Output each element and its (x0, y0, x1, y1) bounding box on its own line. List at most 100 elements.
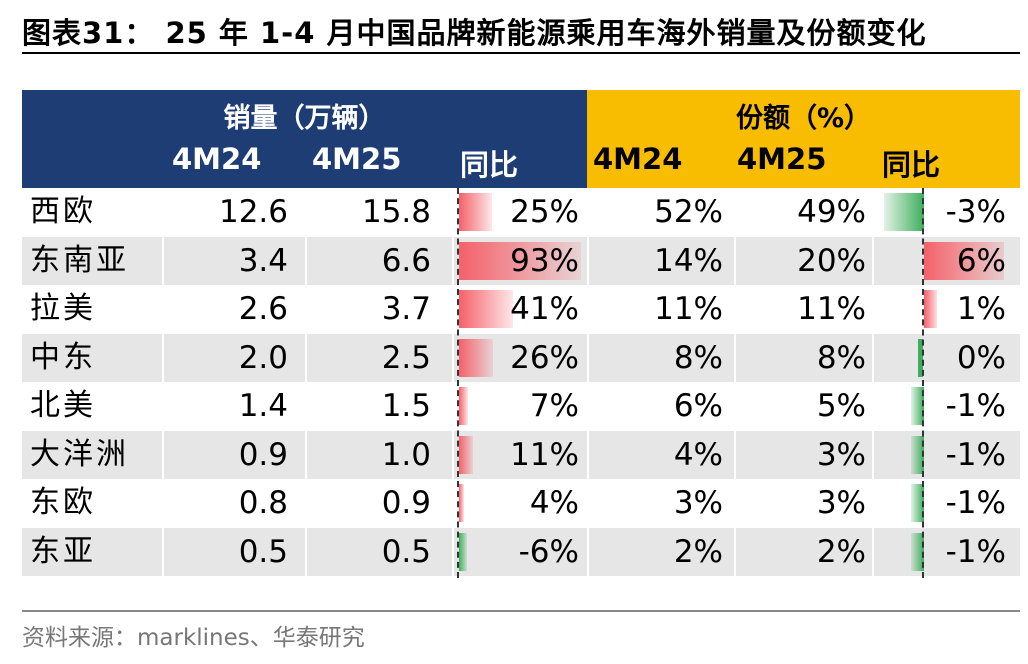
column-divider (162, 527, 164, 576)
table-row: 大洋洲 0.9 1.0 11% 4% 3% -1% (22, 430, 1020, 479)
sales-4m25-cell: 1.5 (381, 388, 431, 424)
column-divider (587, 382, 589, 431)
sales-header: 销量（万辆） 4M24 4M25 同比 (22, 90, 587, 188)
sales-4m25-cell: 2.5 (381, 339, 431, 376)
sales-yoy-cell: 25% (510, 194, 579, 230)
region-cell: 西欧 (30, 194, 96, 229)
column-divider (305, 430, 307, 479)
sales-yoy-bar (459, 532, 467, 571)
column-divider (734, 285, 736, 334)
share-4m25-cell: 2% (816, 533, 866, 570)
column-divider (872, 236, 874, 285)
column-divider (452, 285, 454, 334)
share-yoy-cell: 6% (956, 242, 1006, 279)
region-cell: 中东 (30, 339, 96, 375)
column-divider (872, 333, 874, 382)
sales-yoy-cell: 41% (510, 291, 579, 327)
sales-yoy-bar (459, 241, 581, 280)
column-divider (162, 430, 164, 479)
column-divider (305, 382, 307, 431)
column-divider (305, 285, 307, 334)
column-divider (872, 285, 874, 334)
share-yoy-bar (924, 241, 1004, 280)
share-yoy-cell: -1% (945, 533, 1006, 570)
sales-4m24-cell: 12.6 (218, 194, 288, 230)
column-divider (305, 479, 307, 528)
share-yoy-bar (924, 290, 938, 328)
share-yoy-cell: -1% (945, 388, 1006, 424)
share-4m25-cell: 8% (816, 339, 866, 376)
column-divider (587, 527, 589, 576)
share-4m25-cell: 3% (816, 436, 866, 473)
column-divider (162, 479, 164, 528)
sales-yoy-bar (459, 435, 474, 474)
sales-4m25-cell: 0.9 (381, 485, 431, 521)
column-divider (162, 188, 164, 237)
share-4m24-cell: 3% (673, 485, 723, 521)
sales-4m24-cell: 3.4 (238, 242, 288, 279)
column-divider (734, 382, 736, 431)
sales-yoy-bar (459, 193, 492, 231)
column-divider (587, 188, 589, 237)
share-yoy-cell: 1% (956, 291, 1006, 327)
column-divider (162, 333, 164, 382)
column-divider (452, 188, 454, 237)
table-row: 中东 2.0 2.5 26% 8% 8% 0% (22, 333, 1020, 382)
region-cell: 东南亚 (30, 242, 129, 278)
column-divider (162, 285, 164, 334)
table-body: 西欧 12.6 15.8 25% 52% 49% -3% 东南亚 3.4 6.6 93% 14% 20%… (22, 188, 1020, 576)
title-divider (22, 52, 1020, 54)
share-yoy-bar (918, 338, 923, 377)
column-divider (734, 236, 736, 285)
sales-4m24-cell: 0.9 (238, 436, 288, 473)
column-divider (162, 382, 164, 431)
share-yoy-cell: -3% (945, 194, 1006, 230)
share-yoy-bar (884, 193, 924, 231)
table-header: 销量（万辆） 4M24 4M25 同比 份额（%） 4M24 4M25 同比 (22, 90, 1020, 188)
share-group-title: 份额（%） (735, 103, 872, 134)
share-4m24-cell: 2% (673, 533, 723, 570)
sales-4m24-cell: 1.4 (238, 388, 288, 424)
column-divider (305, 188, 307, 237)
column-divider (872, 382, 874, 431)
sales-yoy-cell: 93% (510, 242, 579, 279)
share-4m24-cell: 8% (673, 339, 723, 376)
table-row: 东南亚 3.4 6.6 93% 14% 20% 6% (22, 236, 1020, 285)
sales-4m24-cell: 0.5 (238, 533, 288, 570)
share-4m25-cell: 49% (797, 194, 866, 230)
column-divider (587, 333, 589, 382)
column-divider (452, 430, 454, 479)
share-header: 份额（%） 4M24 4M25 同比 (587, 90, 1020, 188)
table-row: 东欧 0.8 0.9 4% 3% 3% -1% (22, 479, 1020, 528)
data-table: 销量（万辆） 4M24 4M25 同比 份额（%） 4M24 4M25 同比 西… (22, 90, 1020, 578)
column-divider (452, 479, 454, 528)
share-yoy-bar (910, 387, 924, 425)
column-divider (587, 285, 589, 334)
table-row: 东亚 0.5 0.5 -6% 2% 2% -1% (22, 527, 1020, 576)
sales-yoy-axis (457, 188, 459, 578)
column-divider (305, 527, 307, 576)
sales-yoy-cell: -6% (518, 533, 579, 570)
column-divider (452, 333, 454, 382)
column-divider (587, 236, 589, 285)
column-divider (587, 479, 589, 528)
share-4m25-cell: 11% (797, 291, 866, 327)
sales-yoy-cell: 7% (529, 388, 579, 424)
sales-4m24-cell: 2.6 (238, 291, 288, 327)
column-divider (452, 236, 454, 285)
table-row: 北美 1.4 1.5 7% 6% 5% -1% (22, 382, 1020, 431)
sales-yoy-bar (459, 484, 465, 522)
column-divider (872, 527, 874, 576)
share-4m25-cell: 20% (797, 242, 866, 279)
share-yoy-bar (910, 435, 924, 474)
share-4m25-header: 4M25 (737, 142, 827, 176)
share-yoy-cell: -1% (945, 436, 1006, 473)
table-row: 西欧 12.6 15.8 25% 52% 49% -3% (22, 188, 1020, 237)
sales-4m25-cell: 15.8 (361, 194, 431, 230)
region-cell: 拉美 (30, 291, 96, 326)
share-4m24-cell: 11% (654, 291, 723, 327)
column-divider (872, 188, 874, 237)
share-4m24-cell: 4% (673, 436, 723, 473)
column-divider (872, 430, 874, 479)
sales-yoy-bar (459, 338, 494, 377)
